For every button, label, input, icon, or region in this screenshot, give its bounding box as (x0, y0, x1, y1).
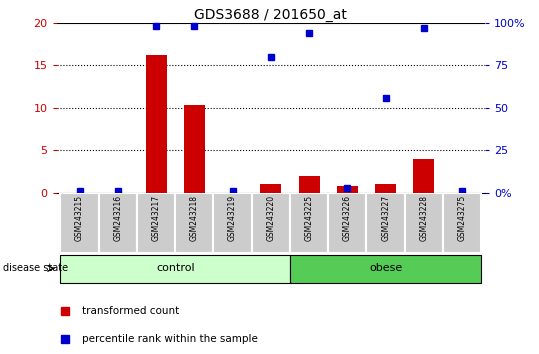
Text: GSM243225: GSM243225 (305, 195, 314, 241)
Text: GSM243228: GSM243228 (419, 195, 429, 241)
Text: GSM243218: GSM243218 (190, 195, 199, 241)
Bar (99, 193, 137, 253)
Bar (60, 255, 290, 283)
Bar (260, 184, 281, 193)
Text: GSM243219: GSM243219 (228, 195, 237, 241)
Bar (60, 193, 99, 253)
Bar (213, 193, 252, 253)
Text: control: control (156, 263, 195, 273)
Text: disease state: disease state (3, 263, 68, 273)
Bar (184, 105, 205, 193)
Title: GDS3688 / 201650_at: GDS3688 / 201650_at (195, 8, 347, 22)
Text: GSM243216: GSM243216 (113, 195, 122, 241)
Bar (146, 55, 167, 193)
Bar (375, 184, 396, 193)
Bar (299, 176, 320, 193)
Text: GSM243215: GSM243215 (75, 195, 84, 241)
Text: GSM243275: GSM243275 (458, 195, 467, 241)
Text: percentile rank within the sample: percentile rank within the sample (82, 335, 258, 344)
Bar (337, 186, 358, 193)
Bar (290, 255, 481, 283)
Text: obese: obese (369, 263, 402, 273)
Text: GSM243220: GSM243220 (266, 195, 275, 241)
Bar (328, 193, 367, 253)
Bar (443, 193, 481, 253)
Bar (405, 193, 443, 253)
Bar (175, 193, 213, 253)
Bar (367, 193, 405, 253)
Bar (252, 193, 290, 253)
Bar (137, 193, 175, 253)
Text: GSM243227: GSM243227 (381, 195, 390, 241)
Bar (290, 193, 328, 253)
Text: GSM243226: GSM243226 (343, 195, 352, 241)
Text: GSM243217: GSM243217 (151, 195, 161, 241)
Text: transformed count: transformed count (82, 306, 179, 316)
Bar (413, 159, 434, 193)
